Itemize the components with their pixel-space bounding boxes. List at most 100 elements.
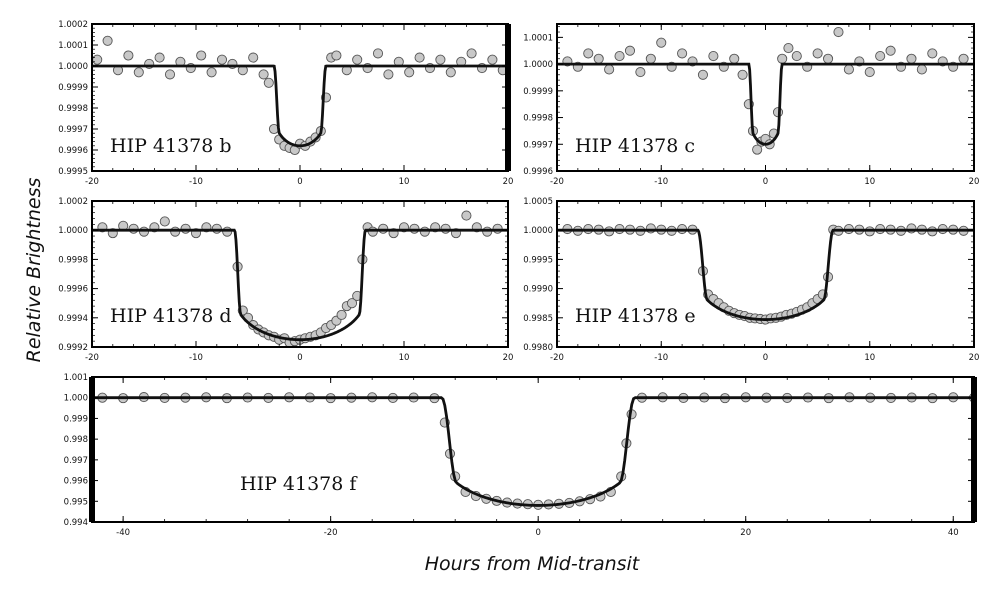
data-point bbox=[958, 53, 969, 64]
data-point bbox=[708, 51, 719, 62]
data-point bbox=[833, 26, 844, 38]
y-tick-label: 1.000 bbox=[64, 394, 88, 404]
panel-title: HIP 41378 e bbox=[575, 305, 696, 327]
panel-title: HIP 41378 b bbox=[110, 135, 232, 157]
y-tick-label: 0.9998 bbox=[58, 255, 88, 265]
y-tick-label: 0.9992 bbox=[58, 343, 88, 353]
y-tick-label: 0.9998 bbox=[58, 104, 88, 114]
y-tick-label: 1.0005 bbox=[523, 197, 553, 207]
data-point bbox=[752, 144, 763, 155]
x-tick-label: 20 bbox=[969, 353, 980, 363]
y-tick-label: 1.0000 bbox=[58, 62, 88, 72]
data-point bbox=[378, 223, 389, 234]
x-tick-label: 0 bbox=[763, 177, 768, 187]
data-point bbox=[482, 226, 493, 237]
data-point bbox=[258, 69, 269, 80]
panel-2: -20 -10 0 10 20 0.9996 0.9997 0.9998 0.9999 1.000… bbox=[523, 23, 980, 187]
y-tick-label: 0.9999 bbox=[523, 87, 553, 97]
data-point bbox=[906, 223, 917, 234]
data-point bbox=[593, 53, 604, 64]
data-point bbox=[222, 226, 233, 237]
data-point bbox=[823, 53, 834, 64]
y-tick-label: 0.995 bbox=[64, 497, 88, 507]
data-point bbox=[164, 69, 176, 80]
data-point bbox=[927, 48, 938, 59]
right-edge-bar bbox=[505, 24, 511, 171]
x-tick-label: 0 bbox=[297, 353, 302, 363]
data-point bbox=[248, 52, 259, 63]
y-tick-label: 1.0000 bbox=[523, 60, 553, 70]
y-tick-label: 0.9998 bbox=[523, 114, 553, 124]
data-point bbox=[791, 51, 802, 62]
data-point bbox=[206, 67, 217, 78]
data-point bbox=[864, 67, 875, 78]
data-point bbox=[843, 64, 854, 75]
y-tick-label: 0.9994 bbox=[58, 314, 88, 324]
x-tick-label: 10 bbox=[399, 353, 410, 363]
data-point bbox=[729, 53, 740, 64]
data-point bbox=[487, 54, 498, 65]
y-tick-label: 0.9996 bbox=[58, 146, 88, 156]
y-tick-label: 0.9996 bbox=[58, 285, 88, 295]
data-point bbox=[777, 53, 788, 64]
model-curve bbox=[557, 62, 974, 146]
x-tick-label: -20 bbox=[85, 353, 99, 363]
data-point bbox=[216, 54, 228, 65]
data-point bbox=[180, 223, 191, 234]
data-point bbox=[170, 226, 181, 237]
x-tick-label: 20 bbox=[503, 177, 514, 187]
y-tick-label: 1.0001 bbox=[523, 33, 553, 43]
data-point bbox=[466, 48, 477, 59]
data-point bbox=[583, 48, 594, 59]
y-tick-label: 0.9985 bbox=[523, 314, 553, 324]
x-tick-label: -20 bbox=[324, 528, 338, 538]
y-tick-label: 0.9995 bbox=[523, 255, 553, 265]
y-tick-label: 1.0000 bbox=[523, 226, 553, 236]
data-point bbox=[492, 223, 503, 234]
data-point bbox=[133, 67, 144, 78]
x-tick-label: 10 bbox=[864, 353, 875, 363]
data-point bbox=[906, 53, 917, 64]
data-point bbox=[645, 223, 656, 234]
data-point bbox=[92, 54, 103, 65]
y-tick-label: 1.0000 bbox=[58, 226, 88, 236]
y-tick-label: 0.997 bbox=[64, 456, 88, 466]
x-tick-label: -20 bbox=[85, 177, 99, 187]
data-point bbox=[404, 67, 415, 78]
data-point bbox=[419, 226, 430, 237]
x-tick-label: 20 bbox=[969, 177, 980, 187]
data-point bbox=[635, 67, 646, 78]
panel-title: HIP 41378 f bbox=[240, 473, 358, 495]
data-point bbox=[128, 223, 139, 234]
y-tick-label: 0.998 bbox=[64, 435, 88, 445]
data-point bbox=[604, 64, 615, 75]
y-tick-label: 0.9999 bbox=[58, 83, 88, 93]
data-point bbox=[875, 51, 886, 62]
panel-1: -20 -10 0 10 20 0.9995 0.9996 0.9997 0.9998 0.999… bbox=[58, 20, 513, 187]
x-tick-label: 20 bbox=[740, 528, 751, 538]
left-edge-bar bbox=[89, 377, 95, 522]
data-point bbox=[614, 51, 625, 62]
data-point bbox=[372, 48, 384, 59]
data-point bbox=[409, 223, 420, 234]
y-tick-label: 0.994 bbox=[64, 518, 88, 528]
x-tick-label: 40 bbox=[948, 528, 959, 538]
y-tick-label: 0.9997 bbox=[58, 125, 88, 135]
data-point bbox=[263, 77, 274, 88]
data-point bbox=[352, 54, 363, 65]
data-point bbox=[196, 50, 207, 61]
data-point bbox=[461, 210, 472, 221]
y-axis-title: Relative Brightness bbox=[23, 178, 45, 363]
data-point bbox=[697, 69, 709, 80]
data-point bbox=[783, 43, 794, 54]
model-curve bbox=[557, 228, 974, 321]
data-point bbox=[383, 69, 394, 80]
data-point bbox=[102, 35, 113, 46]
data-point bbox=[677, 48, 688, 59]
y-tick-label: 0.9997 bbox=[523, 140, 553, 150]
data-point bbox=[331, 50, 342, 61]
data-point bbox=[440, 223, 451, 234]
data-point bbox=[812, 48, 823, 59]
data-point bbox=[346, 298, 358, 309]
